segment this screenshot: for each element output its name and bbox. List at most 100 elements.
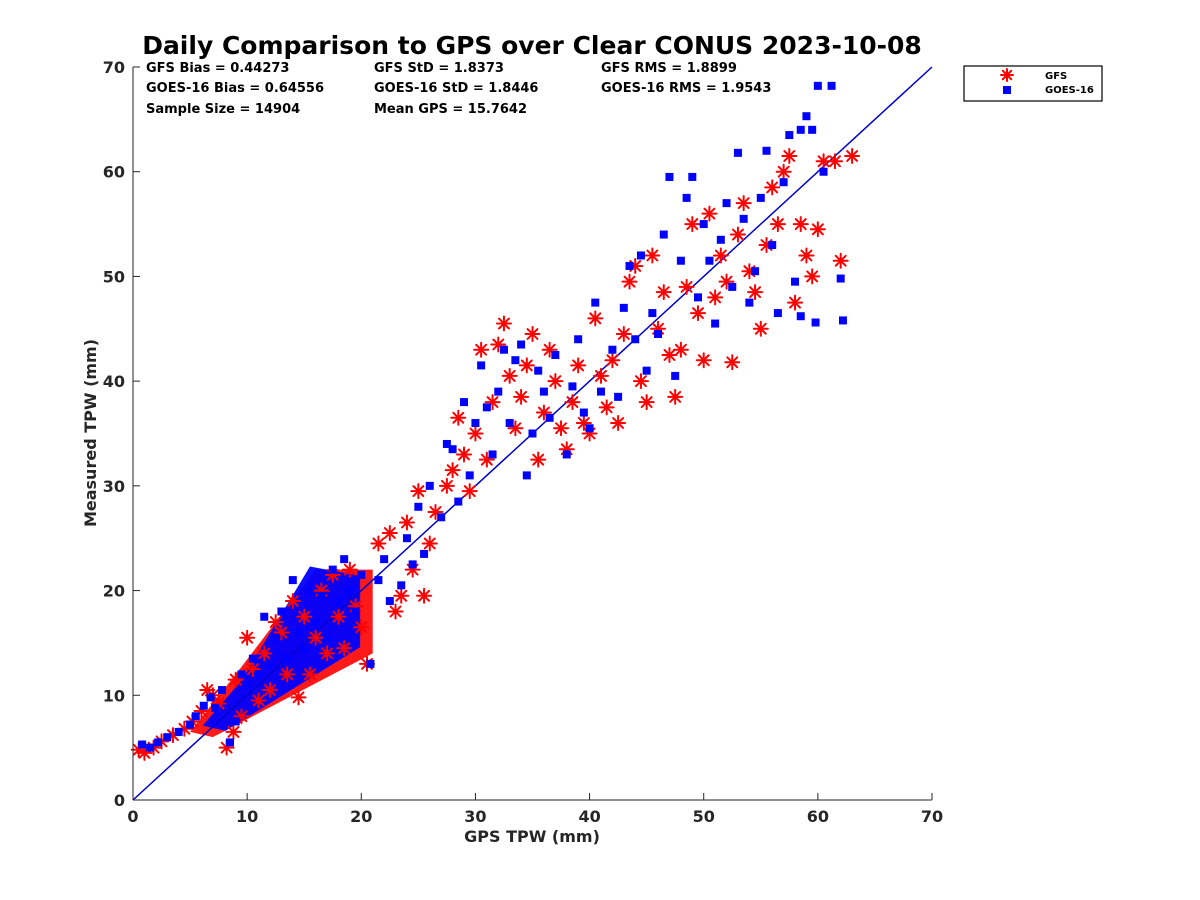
gfs-point [781,148,798,165]
gfs-point [256,645,273,662]
gfs-point [701,205,718,222]
goes-16-point [534,366,543,375]
legend-gfs-marker [1000,68,1014,82]
goes-16-point [454,497,463,506]
goes-16-point [802,112,811,121]
gfs-std-stat: GFS StD = 1.8373 [374,61,504,76]
goes-16-point [813,81,822,90]
goes-16-point [773,309,782,318]
goes-16-point [408,560,417,569]
gfs-point [587,310,604,327]
gfs-point [484,394,501,411]
goes-16-point [237,670,246,679]
goes-16-point [619,303,628,312]
goes-16-point [827,81,836,90]
gfs-point [467,425,484,442]
goes-16-point [186,720,195,729]
gfs-point [570,357,587,374]
sample-size-stat: Sample Size = 14904 [146,102,300,117]
x-tick-label: 20 [350,807,372,826]
goes-16-point [694,293,703,302]
gfs-point [804,268,821,285]
y-ticks: 0 10 20 30 40 50 60 70 [103,58,140,810]
goes-16-point [288,576,297,585]
gfs-point [473,341,490,358]
goes-16-point [779,178,788,187]
gfs-point [284,593,301,610]
gfs-point [792,216,809,233]
gfs-point [729,226,746,243]
gfs-point [644,247,661,264]
legend-goes-label: GOES-16 [1045,85,1094,96]
goes-16-point [596,387,605,396]
gfs-point [341,561,358,578]
goes-16-point [676,256,685,265]
gfs-point [678,278,695,295]
goes-16-point [762,146,771,155]
gfs-point [809,221,826,238]
gfs-point [225,723,242,740]
goes-16-point [437,513,446,522]
goes-16-point [494,387,503,396]
gfs-point [769,216,786,233]
goes-16-point [838,316,847,325]
x-tick-label: 10 [236,807,258,826]
x-tick-label: 30 [464,807,486,826]
goes-16-point [366,659,375,668]
legend-box [963,65,1103,102]
goes-16-point [733,148,742,157]
gfs-point [336,640,353,657]
goes-16-point [614,392,623,401]
goes-16-point [374,576,383,585]
gfs-point [690,305,707,322]
goes-16-point [551,350,560,359]
goes-16-point [568,382,577,391]
gfs-point [775,163,792,180]
goes-16-point [425,481,434,490]
goes-16-point [665,172,674,181]
gfs-point [553,420,570,437]
goes-bias-stat: GOES-16 Bias = 0.64556 [146,81,324,96]
legend-gfs-label: GFS [1045,71,1067,82]
goes-16-point [796,125,805,134]
gfs-point [712,247,729,264]
x-tick-label: 40 [578,807,600,826]
goes-16-point [671,371,680,380]
gfs-point [353,619,370,636]
gfs-point [798,247,815,264]
goes-16-point [511,356,520,365]
gfs-point [387,603,404,620]
gfs-point [438,477,455,494]
goes-16-point [751,267,760,276]
goes-16-point [836,274,845,283]
goes-16-point [385,597,394,606]
gfs-point [684,216,701,233]
gfs-point [832,252,849,269]
goes-16-point [351,607,360,616]
goes-16-point [345,586,354,595]
goes-16-point [705,256,714,265]
goes-16-point [294,628,303,637]
goes-16-point [659,230,668,239]
goes-16-point [211,703,220,712]
goes-16-point [585,424,594,433]
goes-16-point [688,172,697,181]
gfs-point [530,451,547,468]
dense-clusters [190,566,373,738]
goes-16-point [146,743,155,752]
goes-16-point [796,312,805,321]
goes-16-point [260,612,269,621]
goes-16-point [505,419,514,428]
axes: 0 10 20 30 40 50 60 70 0 10 20 30 40 50 60 70 [103,58,943,826]
goes-16-point [460,398,469,407]
goes-16-point [517,340,526,349]
goes-16-point [768,241,777,250]
goes-16-point [539,387,548,396]
goes-std-stat: GOES-16 StD = 1.8446 [374,81,538,96]
goes-16-point [277,607,286,616]
goes-16-point [271,633,280,642]
goes-16-point [163,733,172,742]
goes-16-point [254,670,263,679]
goes-16-point [283,654,292,663]
x-ticks: 0 10 20 30 40 50 60 70 [127,793,943,826]
